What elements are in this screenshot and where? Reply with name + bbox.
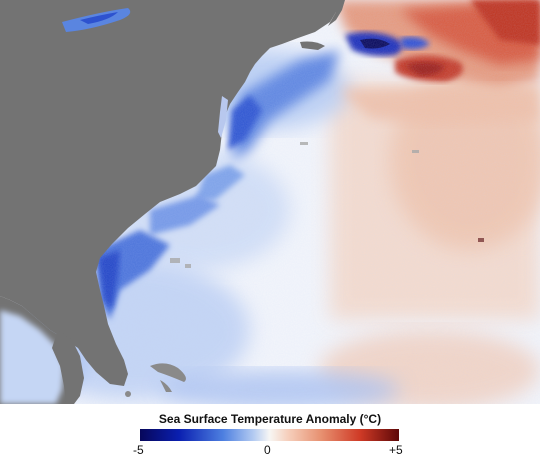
- land-nova-scotia: [328, 0, 345, 26]
- legend-mid-label: 0: [264, 443, 271, 457]
- legend-min-label: -5: [133, 443, 144, 457]
- legend-title: Sea Surface Temperature Anomaly (°C): [158, 412, 382, 426]
- bahamas-islands: [125, 363, 186, 397]
- color-scale-bar: [140, 429, 399, 441]
- florida-west-coast-water: [0, 310, 64, 404]
- cape-cod: [300, 41, 325, 50]
- legend-max-label: +5: [389, 443, 403, 457]
- florida-peninsula: [52, 330, 84, 404]
- lake-ontario-core: [80, 12, 118, 24]
- chesapeake-bay: [218, 96, 228, 138]
- sea-surface-temperature-map: [0, 0, 540, 404]
- land-north-america: [0, 0, 340, 386]
- cloud-gaps: [170, 142, 484, 268]
